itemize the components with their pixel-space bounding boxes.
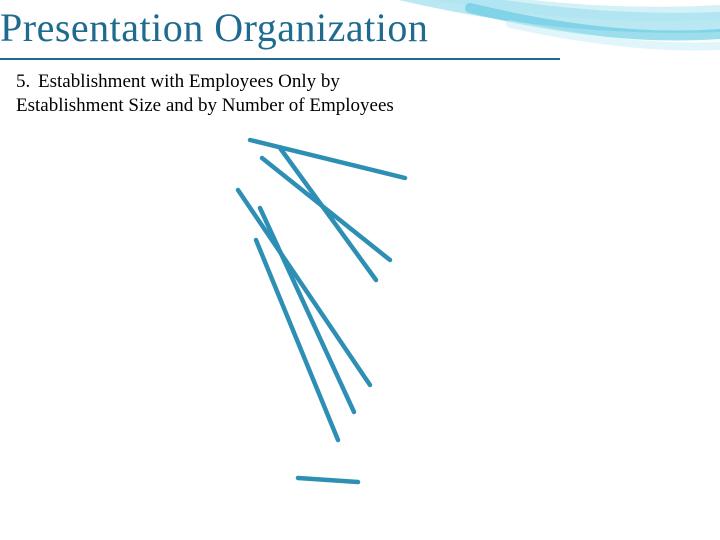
slide: Presentation Organization 5.Establishmen… [0, 0, 720, 540]
list-number: 5. [16, 70, 38, 94]
body-text: Establishment with Employees Only by Est… [16, 71, 394, 116]
slide-title: Presentation Organization [0, 4, 428, 51]
title-underline [0, 58, 560, 60]
body-text-block: 5.Establishment with Employees Only by E… [16, 70, 436, 118]
decoration-lines [220, 130, 460, 510]
